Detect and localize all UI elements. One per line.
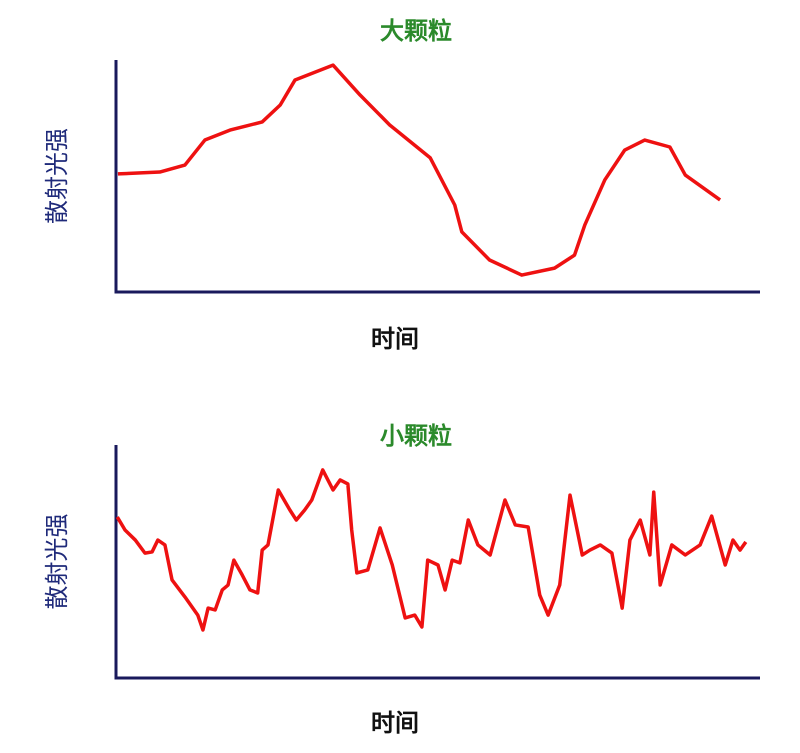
- data-line: [117, 63, 722, 277]
- axes: [114, 445, 760, 680]
- chart-title: 大颗粒: [380, 17, 452, 45]
- y-axis-label: 散射光强: [43, 514, 71, 610]
- axes: [114, 60, 760, 294]
- data-line: [115, 468, 748, 632]
- x-axis-label: 时间: [371, 325, 419, 353]
- x-axis-label: 时间: [371, 709, 419, 737]
- y-axis-label: 散射光强: [43, 128, 71, 224]
- chart-title: 小颗粒: [380, 422, 452, 450]
